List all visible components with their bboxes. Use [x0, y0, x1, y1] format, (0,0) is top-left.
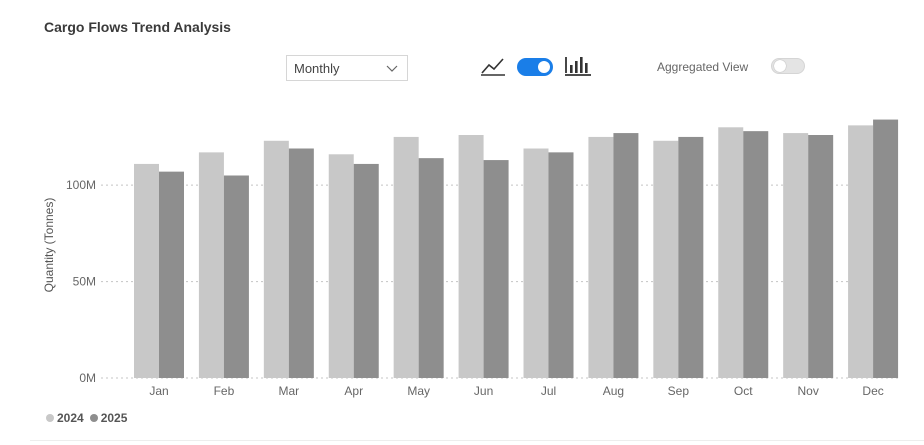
x-tick-label: Feb: [214, 384, 235, 398]
y-axis-label: Quantity (Tonnes): [42, 198, 56, 293]
bar-2024-apr[interactable]: [328, 154, 354, 378]
legend-label-2024: 2024: [57, 411, 84, 425]
x-tick-label: Mar: [278, 384, 299, 398]
aggregated-view-toggle[interactable]: [771, 58, 805, 74]
x-tick-label: Apr: [344, 384, 363, 398]
bar-2024-aug[interactable]: [588, 136, 614, 378]
legend-dot-2025: [89, 414, 98, 422]
aggregated-view-label: Aggregated View: [657, 60, 749, 74]
line-chart-icon[interactable]: [480, 55, 506, 77]
chart-title: Cargo Flows Trend Analysis: [44, 19, 231, 35]
x-tick-label: Jan: [149, 384, 168, 398]
toggle-knob: [774, 60, 786, 72]
bar-2024-sep[interactable]: [653, 140, 679, 378]
period-dropdown[interactable]: Monthly: [286, 55, 408, 81]
legend: 2024 2025: [46, 411, 133, 425]
y-tick-label: 50M: [73, 275, 96, 289]
legend-item-2025[interactable]: 2025: [89, 411, 128, 425]
legend-item-2024[interactable]: 2024: [46, 411, 84, 425]
y-tick-label: 0M: [79, 371, 96, 385]
bar-chart-icon[interactable]: [564, 54, 592, 77]
divider: [30, 440, 924, 441]
bar-2024-jan[interactable]: [134, 163, 159, 378]
chart-type-toggle[interactable]: [517, 58, 553, 76]
bar-2025-jul[interactable]: [548, 152, 574, 378]
x-tick-label: Aug: [603, 384, 624, 398]
bar-2025-dec[interactable]: [873, 119, 899, 379]
toggle-knob: [538, 61, 550, 73]
bar-2025-feb[interactable]: [223, 175, 249, 379]
bar-2025-oct[interactable]: [743, 131, 769, 378]
bar-2025-jan[interactable]: [159, 171, 184, 378]
bar-2024-nov[interactable]: [783, 133, 809, 378]
x-tick-label: Jul: [541, 384, 556, 398]
bar-2025-jun[interactable]: [483, 160, 509, 378]
bar-2024-mar[interactable]: [263, 140, 289, 378]
chevron-down-icon: [386, 65, 398, 72]
x-tick-label: Nov: [797, 384, 818, 398]
bar-2024-oct[interactable]: [718, 127, 744, 379]
bar-2025-sep[interactable]: [678, 136, 704, 378]
bar-2024-may[interactable]: [393, 136, 419, 378]
bar-2025-aug[interactable]: [613, 133, 639, 378]
period-dropdown-value: Monthly: [294, 60, 340, 76]
x-tick-label: May: [407, 384, 430, 398]
bar-2025-nov[interactable]: [808, 135, 834, 378]
y-tick-label: 100M: [66, 178, 96, 192]
bar-2025-may[interactable]: [418, 158, 444, 378]
legend-label-2025: 2025: [100, 411, 128, 425]
legend-dot-2024: [46, 414, 54, 422]
bar-2024-jun[interactable]: [458, 135, 484, 378]
bar-2025-apr[interactable]: [353, 163, 379, 378]
x-tick-label: Dec: [862, 384, 883, 398]
x-tick-label: Jun: [474, 384, 493, 398]
bar-2025-mar[interactable]: [288, 148, 314, 379]
bar-2024-jul[interactable]: [523, 148, 549, 379]
x-tick-label: Sep: [668, 384, 690, 398]
bar-2024-dec[interactable]: [848, 125, 874, 378]
x-tick-label: Oct: [734, 384, 753, 398]
bar-2024-feb[interactable]: [198, 152, 224, 378]
